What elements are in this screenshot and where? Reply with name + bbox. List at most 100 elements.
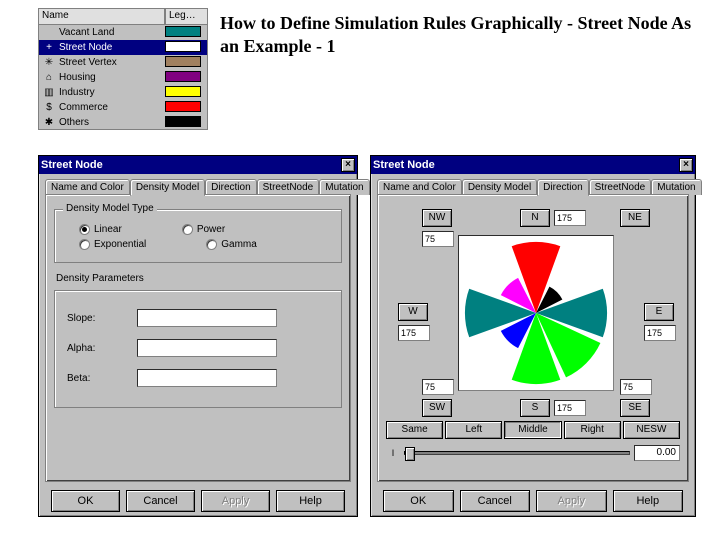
titlebar-left[interactable]: Street Node × bbox=[39, 156, 357, 174]
align-middle-button[interactable]: Middle bbox=[504, 421, 561, 439]
radio-label: Power bbox=[197, 224, 225, 235]
legend-header: Name Leg… bbox=[39, 9, 207, 25]
label-alpha: Alpha: bbox=[67, 343, 137, 354]
cancel-button[interactable]: Cancel bbox=[126, 490, 195, 512]
slider-track[interactable] bbox=[404, 451, 630, 455]
compass-svg bbox=[459, 236, 613, 390]
legend-row[interactable]: ⌂Housing bbox=[39, 70, 207, 85]
legend-icon: + bbox=[41, 42, 57, 53]
tab-name-and-color[interactable]: Name and Color bbox=[45, 179, 130, 195]
tab-mutation[interactable]: Mutation bbox=[651, 179, 701, 195]
dir-w-button[interactable]: W bbox=[398, 303, 428, 321]
radio-label: Exponential bbox=[94, 239, 146, 250]
radio-linear[interactable]: Linear bbox=[79, 224, 122, 235]
tab-name-and-color[interactable]: Name and Color bbox=[377, 179, 462, 195]
tab-panel-direction: NW N 175 NE 75 W 175 E 175 75 SW S 175 S… bbox=[377, 194, 689, 482]
dialog-density: Street Node × Name and ColorDensity Mode… bbox=[38, 155, 358, 517]
dir-e-field[interactable]: 175 bbox=[644, 325, 676, 341]
tab-streetnode[interactable]: StreetNode bbox=[589, 179, 652, 195]
legend-col-name[interactable]: Name bbox=[39, 9, 165, 25]
cancel-button[interactable]: Cancel bbox=[460, 490, 531, 512]
tab-mutation[interactable]: Mutation bbox=[319, 179, 369, 195]
legend-row[interactable]: Vacant Land bbox=[39, 25, 207, 40]
legend-row[interactable]: $Commerce bbox=[39, 100, 207, 115]
radio-dot-icon bbox=[79, 224, 90, 235]
dir-se-field[interactable]: 75 bbox=[620, 379, 652, 395]
legend-name: Housing bbox=[57, 72, 165, 83]
field-alpha: Alpha: bbox=[67, 339, 329, 357]
legend-name: Commerce bbox=[57, 102, 165, 113]
button-row-right: OK Cancel Apply Help bbox=[377, 482, 689, 518]
legend-swatch bbox=[165, 101, 201, 112]
dialog-direction: Street Node × Name and ColorDensity Mode… bbox=[370, 155, 696, 517]
dir-sw-button[interactable]: SW bbox=[422, 399, 452, 417]
radio-label: Gamma bbox=[221, 239, 257, 250]
align-nesw-button[interactable]: NESW bbox=[623, 421, 680, 439]
legend-icon: ✱ bbox=[41, 117, 57, 128]
ok-button[interactable]: OK bbox=[51, 490, 120, 512]
radio-dot-icon bbox=[182, 224, 193, 235]
align-left-button[interactable]: Left bbox=[445, 421, 502, 439]
legend-row[interactable]: +Street Node bbox=[39, 40, 207, 55]
apply-button[interactable]: Apply bbox=[201, 490, 270, 512]
param-label: Density Parameters bbox=[56, 273, 340, 284]
slider-thumb[interactable] bbox=[405, 447, 415, 461]
tab-direction[interactable]: Direction bbox=[537, 179, 588, 196]
radio-dot-icon bbox=[79, 239, 90, 250]
titlebar-right[interactable]: Street Node × bbox=[371, 156, 695, 174]
slider-readout: 0.00 bbox=[634, 445, 680, 461]
field-slope: Slope: bbox=[67, 309, 329, 327]
dir-s-field[interactable]: 175 bbox=[554, 400, 586, 416]
dir-w-field[interactable]: 175 bbox=[398, 325, 430, 341]
dir-nw-button[interactable]: NW bbox=[422, 209, 452, 227]
ok-button[interactable]: OK bbox=[383, 490, 454, 512]
button-row-left: OK Cancel Apply Help bbox=[45, 482, 351, 518]
slider-min-icon: I bbox=[386, 448, 400, 458]
legend-swatch-col bbox=[165, 41, 205, 55]
dir-se-button[interactable]: SE bbox=[620, 399, 650, 417]
radio-gamma[interactable]: Gamma bbox=[206, 239, 257, 250]
radio-power[interactable]: Power bbox=[182, 224, 225, 235]
apply-button[interactable]: Apply bbox=[536, 490, 607, 512]
help-button[interactable]: Help bbox=[276, 490, 345, 512]
align-right-button[interactable]: Right bbox=[564, 421, 621, 439]
help-button[interactable]: Help bbox=[613, 490, 684, 512]
tab-density-model[interactable]: Density Model bbox=[130, 179, 205, 196]
legend-swatch bbox=[165, 41, 201, 52]
legend-col-leg[interactable]: Leg… bbox=[165, 9, 207, 25]
input-slope[interactable] bbox=[137, 309, 277, 327]
legend-row[interactable]: ✱Others bbox=[39, 115, 207, 130]
tabs-left: Name and ColorDensity ModelDirectionStre… bbox=[45, 179, 351, 195]
tabs-right: Name and ColorDensity ModelDirectionStre… bbox=[377, 179, 689, 195]
close-icon[interactable]: × bbox=[341, 158, 355, 172]
dir-e-button[interactable]: E bbox=[644, 303, 674, 321]
dir-s-button[interactable]: S bbox=[520, 399, 550, 417]
radio-exponential[interactable]: Exponential bbox=[79, 239, 146, 250]
legend-row[interactable]: ▥Industry bbox=[39, 85, 207, 100]
align-same-button[interactable]: Same bbox=[386, 421, 443, 439]
legend-swatch-col bbox=[165, 101, 205, 115]
radio-dot-icon bbox=[206, 239, 217, 250]
dir-ne-button[interactable]: NE bbox=[620, 209, 650, 227]
dir-n-field[interactable]: 175 bbox=[554, 210, 586, 226]
group-label: Density Model Type bbox=[63, 203, 157, 214]
input-alpha[interactable] bbox=[137, 339, 277, 357]
legend-swatch-col bbox=[165, 26, 205, 40]
legend-panel: Name Leg… Vacant Land+Street Node✳Street… bbox=[38, 8, 208, 130]
legend-icon: $ bbox=[41, 102, 57, 113]
legend-swatch bbox=[165, 56, 201, 67]
dir-sw-field[interactable]: 75 bbox=[422, 379, 454, 395]
label-beta: Beta: bbox=[67, 373, 137, 384]
input-beta[interactable] bbox=[137, 369, 277, 387]
dir-n-button[interactable]: N bbox=[520, 209, 550, 227]
page-title: How to Define Simulation Rules Graphical… bbox=[220, 12, 700, 57]
close-icon[interactable]: × bbox=[679, 158, 693, 172]
legend-swatch bbox=[165, 71, 201, 82]
tab-density-model[interactable]: Density Model bbox=[462, 179, 537, 195]
tab-direction[interactable]: Direction bbox=[205, 179, 256, 195]
legend-row[interactable]: ✳Street Vertex bbox=[39, 55, 207, 70]
tab-streetnode[interactable]: StreetNode bbox=[257, 179, 320, 195]
dir-nw-field[interactable]: 75 bbox=[422, 231, 454, 247]
field-beta: Beta: bbox=[67, 369, 329, 387]
compass-area: NW N 175 NE 75 W 175 E 175 75 SW S 175 S… bbox=[386, 207, 680, 417]
